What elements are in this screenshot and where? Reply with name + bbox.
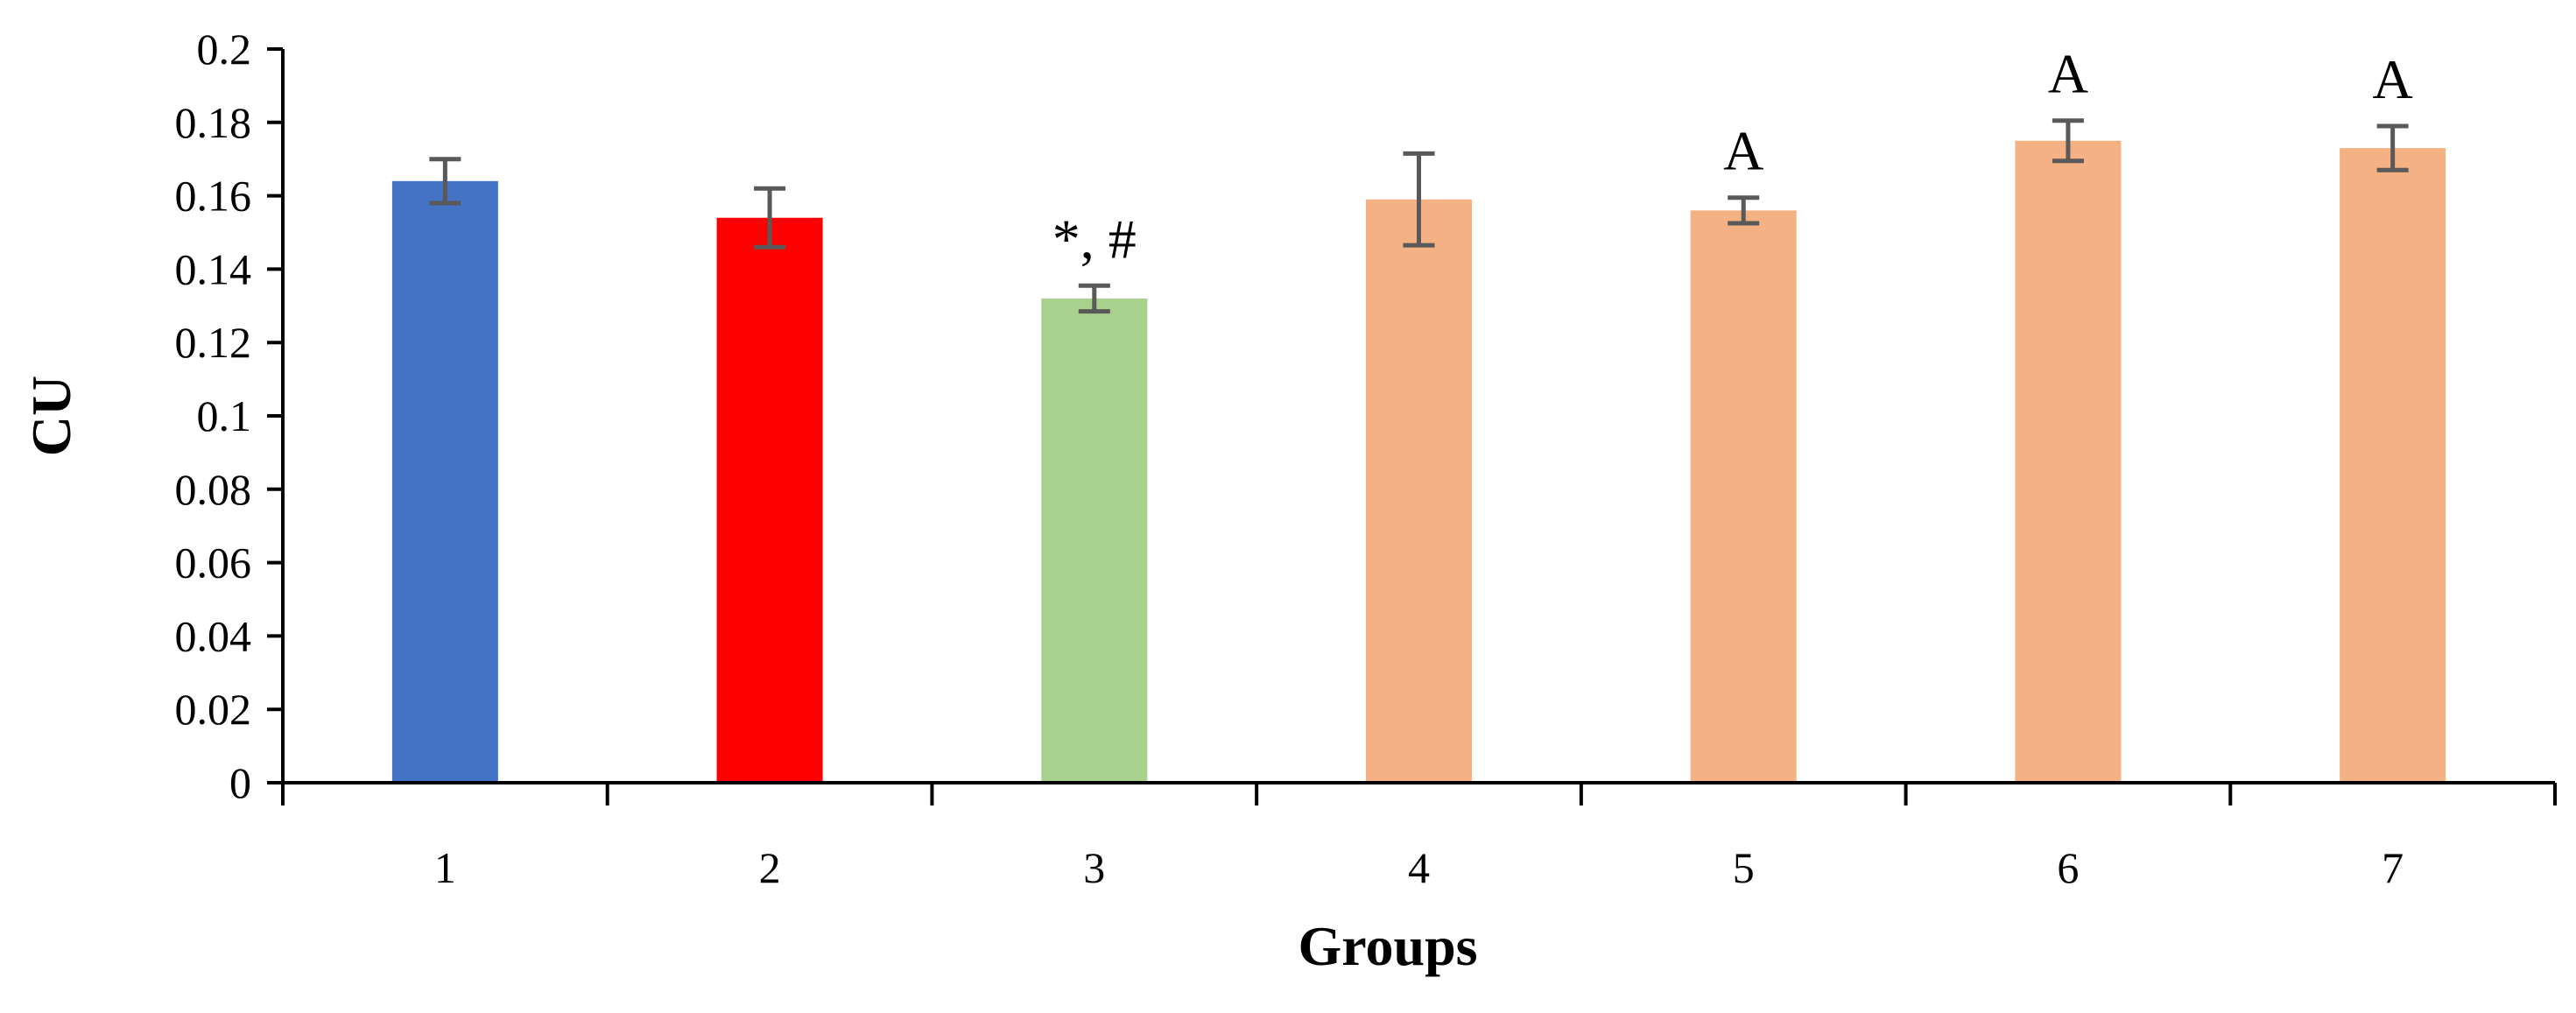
y-tick-label: 0.08	[175, 465, 252, 514]
error-bar-group-3	[1078, 283, 1110, 314]
y-tick-label: 0.16	[175, 172, 252, 221]
y-tick-label: 0.2	[197, 25, 252, 74]
x-tick-label-5: 5	[1733, 843, 1755, 892]
y-tick-label: 0.14	[175, 244, 252, 293]
annotation-group-6: A	[2048, 43, 2088, 105]
x-tick-label-1: 1	[434, 843, 456, 892]
y-tick-label: 0.02	[175, 685, 252, 734]
bar-group-2	[716, 217, 823, 784]
y-tick-label: 0.18	[175, 98, 252, 147]
error-bar-group-1	[429, 157, 461, 206]
bar-group-6	[2015, 140, 2122, 783]
x-tick-label-7: 7	[2382, 843, 2404, 892]
y-tick-label: 0.12	[175, 318, 252, 367]
bar-group-4	[1366, 199, 1472, 784]
annotation-group-5: A	[1723, 120, 1763, 182]
bar-group-7	[2340, 148, 2446, 783]
x-tick-label-2: 2	[759, 843, 781, 892]
error-bar-group-2	[754, 186, 786, 250]
x-tick-label-4: 4	[1408, 843, 1430, 892]
y-ticks-group: 0 0.02 0.04 0.06 0.08 0.1 0.12 0.14 0.16 0.18 0.2	[175, 25, 283, 807]
y-axis-title: CU	[20, 376, 82, 456]
x-tick-label-6: 6	[2057, 843, 2079, 892]
x-axis-title: Groups	[1298, 915, 1477, 977]
bar-group-3	[1041, 298, 1148, 783]
error-bar-group-5	[1728, 195, 1760, 226]
x-tick-label-3: 3	[1083, 843, 1105, 892]
y-tick-label: 0.1	[197, 391, 252, 440]
y-tick-label: 0	[229, 758, 251, 807]
annotations-group: *, # A A A	[1052, 43, 2413, 271]
error-bar-group-4	[1403, 151, 1435, 248]
annotation-group-7: A	[2373, 48, 2413, 110]
y-tick-label: 0.04	[175, 611, 252, 660]
error-bar-group-7	[2376, 123, 2409, 172]
y-tick-label: 0.06	[175, 538, 252, 587]
error-bars-group	[429, 118, 2409, 314]
annotation-group-3: *, #	[1052, 208, 1137, 270]
x-ticks-group: 1 2 3 4 5 6 7	[281, 783, 2557, 892]
bar-group-5	[1690, 210, 1797, 784]
error-bar-group-6	[2052, 118, 2084, 164]
bars-group	[391, 140, 2446, 784]
bar-group-1	[391, 180, 498, 784]
